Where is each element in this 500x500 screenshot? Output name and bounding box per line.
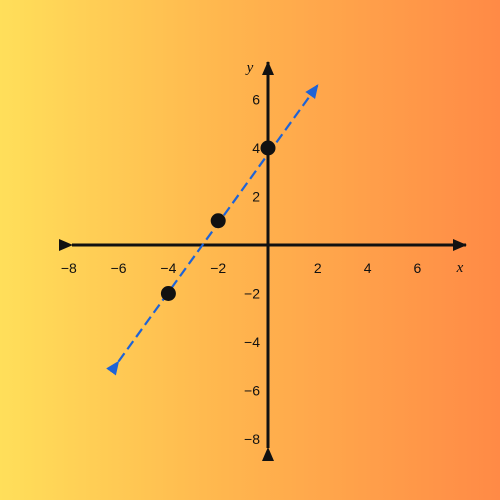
y-tick-label: 2 [252,189,260,205]
y-tick-label: 4 [252,140,260,156]
y-tick-label: −8 [244,431,260,447]
y-tick-labels: 6 4 2 −2 −4 −6 −8 [244,92,260,448]
x-tick-label: −2 [210,260,226,276]
y-tick-label: 6 [252,92,260,108]
x-tick-label: 4 [364,260,372,276]
x-tick-label: 6 [414,260,422,276]
y-tick-label: −6 [244,383,260,399]
y-tick-label: −2 [244,286,260,302]
y-axis-label: y [245,60,254,76]
x-tick-labels: −8 −6 −4 −2 2 4 6 [61,260,422,276]
x-axis-label: x [456,260,464,276]
x-tick-label: −6 [111,260,127,276]
point-layer [160,140,276,301]
x-tick-label: −4 [160,260,176,276]
x-tick-label: −8 [61,260,77,276]
x-tick-label: 2 [314,260,322,276]
y-tick-label: −4 [244,334,260,350]
data-point [260,140,276,156]
data-point [210,213,226,229]
data-point [160,286,176,301]
